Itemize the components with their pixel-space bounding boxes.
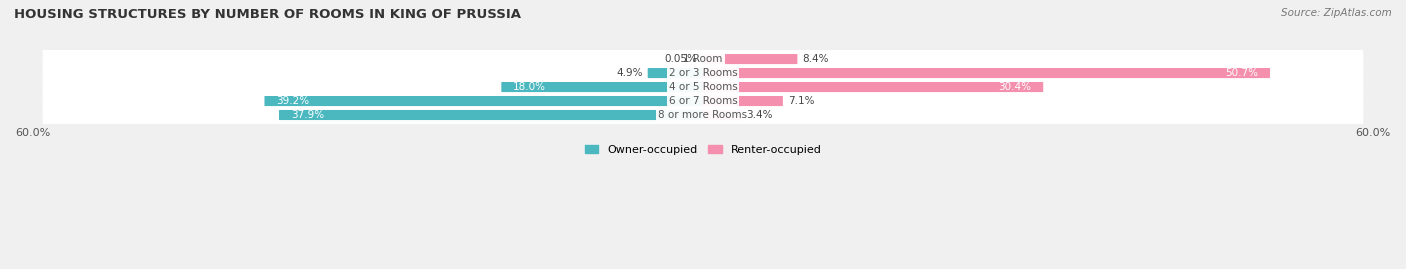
Text: 39.2%: 39.2% xyxy=(276,96,309,106)
Text: 8.4%: 8.4% xyxy=(803,54,830,64)
Text: 30.4%: 30.4% xyxy=(998,82,1032,92)
Text: 2 or 3 Rooms: 2 or 3 Rooms xyxy=(669,68,737,78)
Text: 0.05%: 0.05% xyxy=(664,54,697,64)
Text: 8 or more Rooms: 8 or more Rooms xyxy=(658,110,748,120)
FancyBboxPatch shape xyxy=(42,76,1364,98)
Text: 7.1%: 7.1% xyxy=(787,96,814,106)
FancyBboxPatch shape xyxy=(264,96,703,106)
Text: 18.0%: 18.0% xyxy=(513,82,546,92)
FancyBboxPatch shape xyxy=(703,68,1270,78)
Text: 37.9%: 37.9% xyxy=(291,110,323,120)
FancyBboxPatch shape xyxy=(703,110,741,120)
FancyBboxPatch shape xyxy=(703,54,797,64)
Text: 4.9%: 4.9% xyxy=(616,68,643,78)
FancyBboxPatch shape xyxy=(42,104,1364,126)
Text: 4 or 5 Rooms: 4 or 5 Rooms xyxy=(669,82,737,92)
Text: Source: ZipAtlas.com: Source: ZipAtlas.com xyxy=(1281,8,1392,18)
FancyBboxPatch shape xyxy=(42,48,1364,70)
Text: 3.4%: 3.4% xyxy=(747,110,773,120)
FancyBboxPatch shape xyxy=(648,68,703,78)
FancyBboxPatch shape xyxy=(703,96,783,106)
FancyBboxPatch shape xyxy=(502,82,703,92)
FancyBboxPatch shape xyxy=(702,54,703,64)
Text: 1 Room: 1 Room xyxy=(683,54,723,64)
Text: 6 or 7 Rooms: 6 or 7 Rooms xyxy=(669,96,737,106)
Text: 50.7%: 50.7% xyxy=(1225,68,1258,78)
FancyBboxPatch shape xyxy=(703,82,1043,92)
FancyBboxPatch shape xyxy=(42,90,1364,112)
FancyBboxPatch shape xyxy=(42,62,1364,84)
Legend: Owner-occupied, Renter-occupied: Owner-occupied, Renter-occupied xyxy=(581,140,825,159)
Text: HOUSING STRUCTURES BY NUMBER OF ROOMS IN KING OF PRUSSIA: HOUSING STRUCTURES BY NUMBER OF ROOMS IN… xyxy=(14,8,522,21)
FancyBboxPatch shape xyxy=(278,110,703,120)
